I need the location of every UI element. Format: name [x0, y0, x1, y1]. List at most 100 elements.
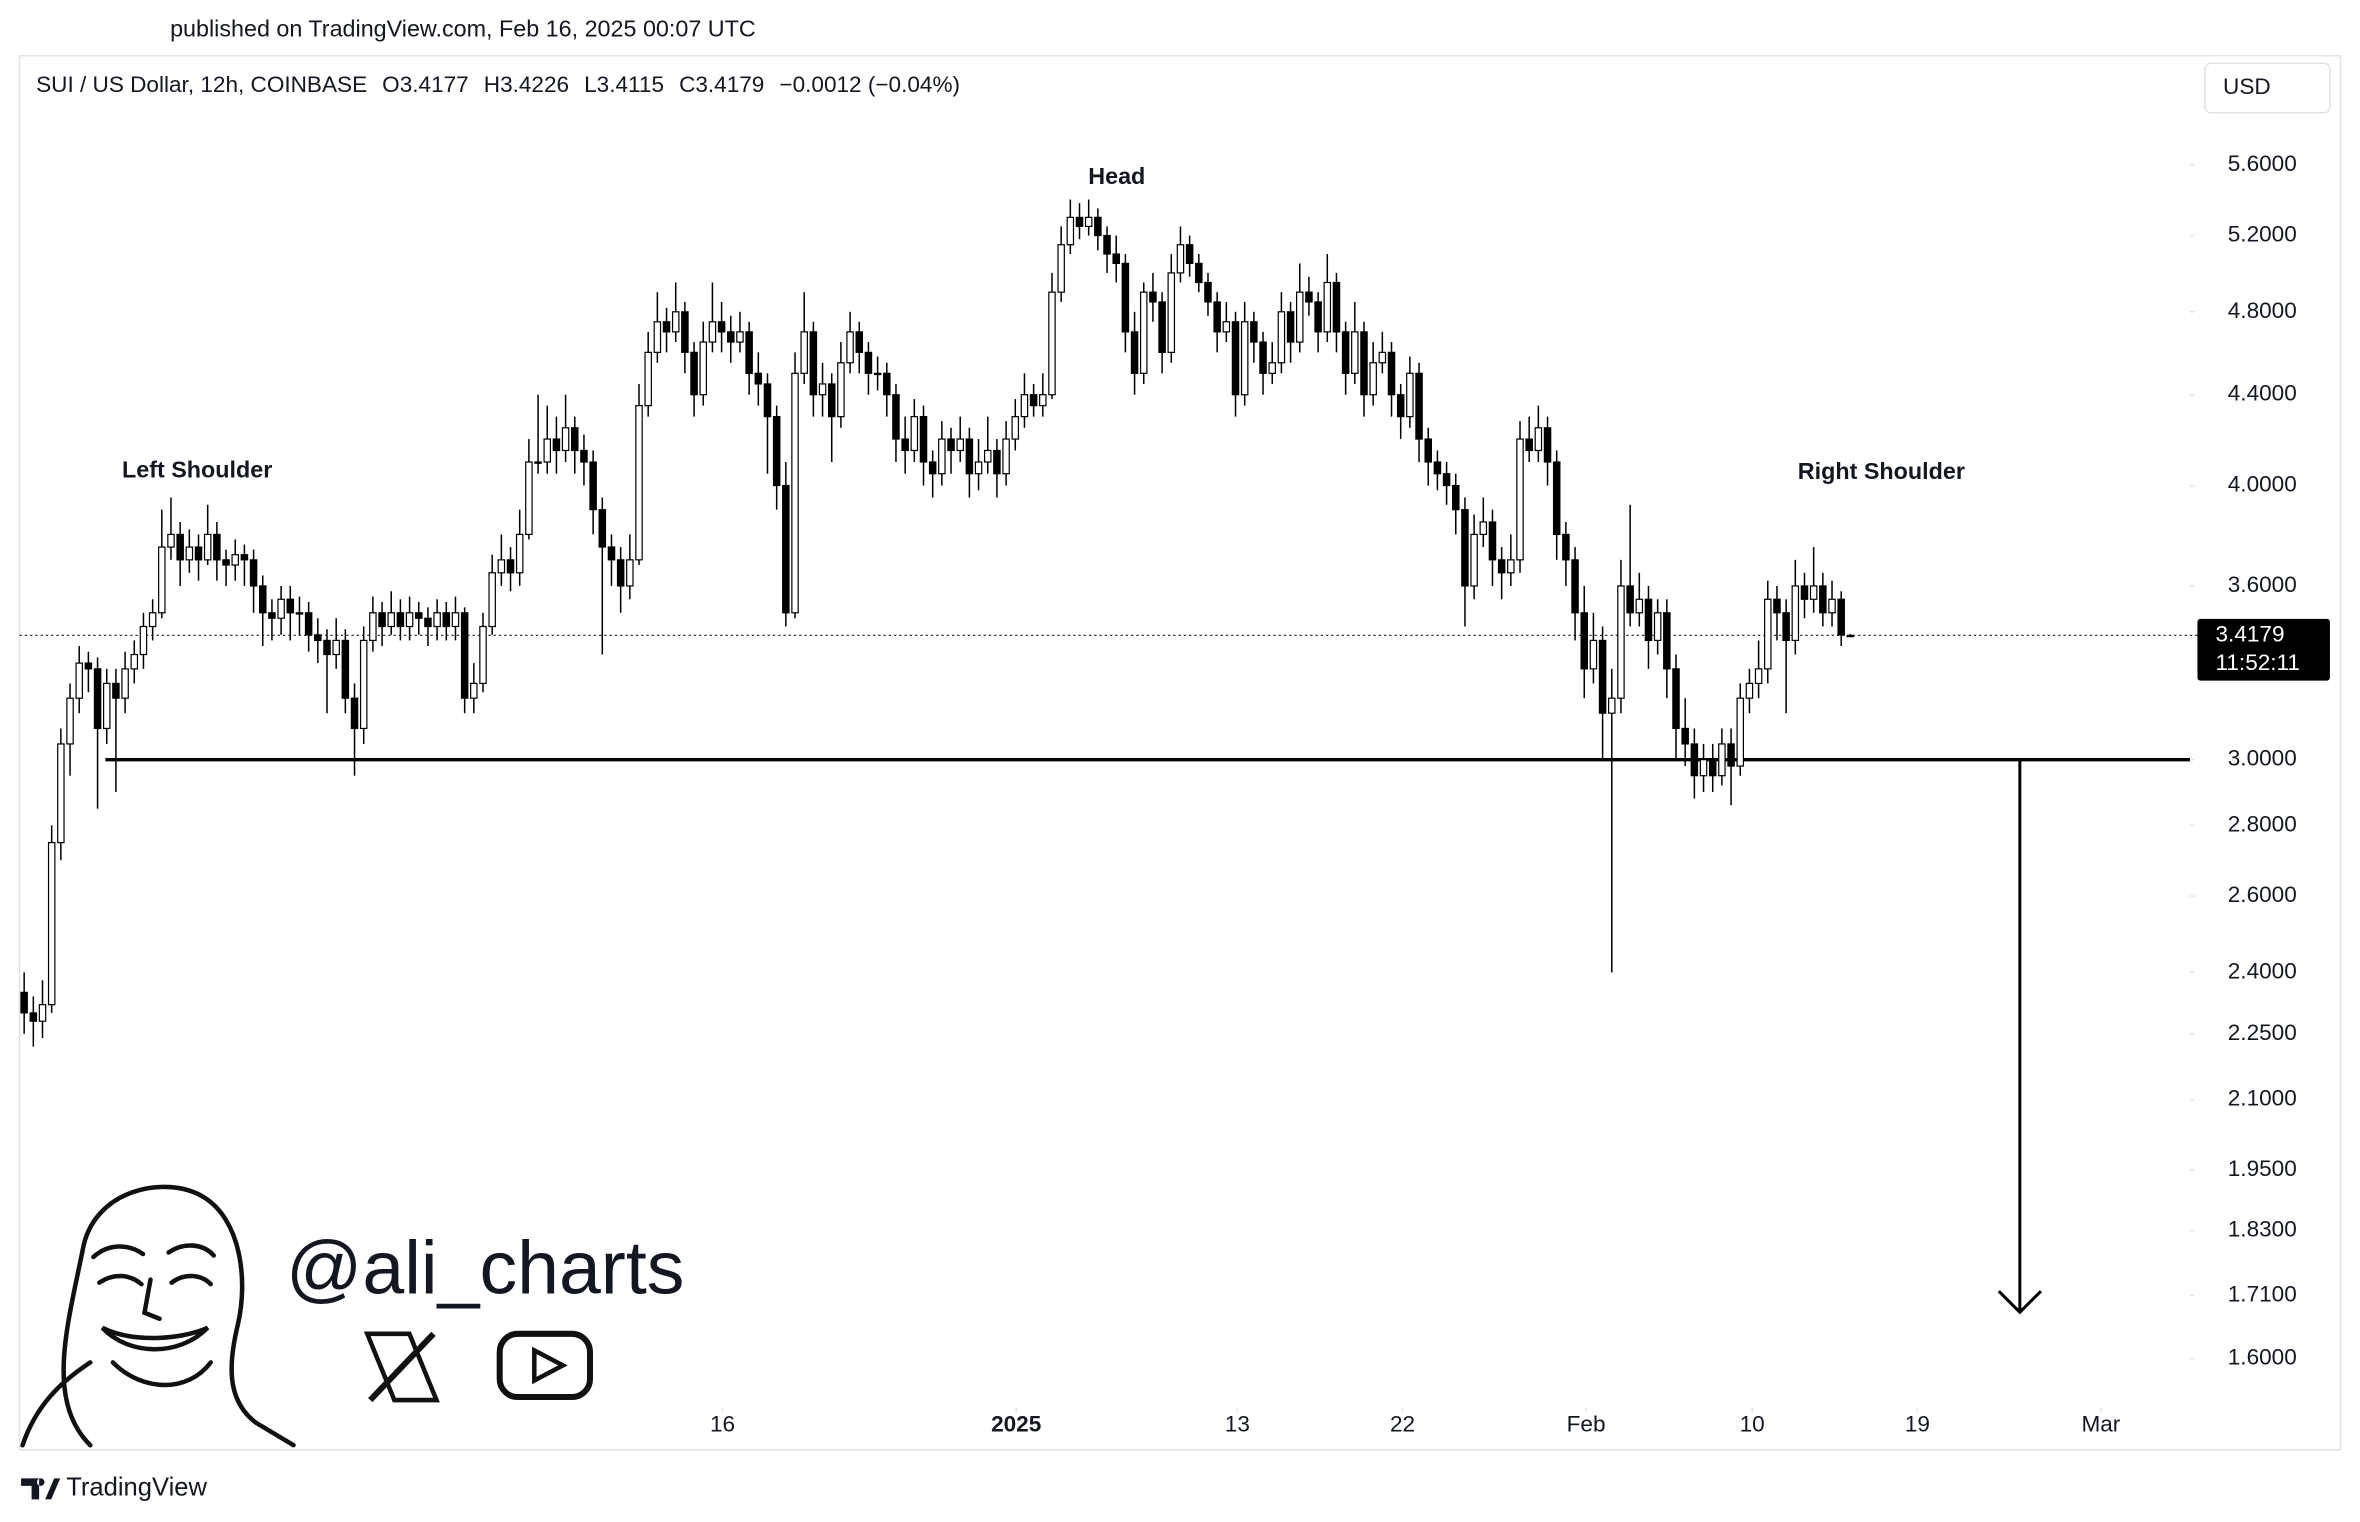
candle-body [1121, 262, 1130, 333]
x-tick-label: Feb [1567, 1412, 1606, 1437]
candle-body [396, 612, 405, 628]
candle-body [928, 461, 937, 475]
candle-body [1158, 301, 1166, 353]
candle-body [1139, 291, 1148, 374]
mouth [100, 1325, 210, 1352]
candle-body [304, 612, 313, 636]
brand-logo [21, 1478, 61, 1500]
candle-body [1378, 351, 1387, 364]
candle-body [1764, 598, 1772, 670]
candle-body [1754, 668, 1763, 685]
candle-body [1369, 362, 1377, 396]
y-tick-label: 3.0000 [2228, 746, 2297, 771]
candle-body [57, 743, 65, 844]
candle-body [782, 484, 790, 614]
candle-body [892, 394, 900, 440]
candle-body [1066, 216, 1075, 246]
youtube-logo [496, 1330, 594, 1401]
candle-body [1727, 743, 1735, 767]
y-tick-label: 2.2500 [2228, 1020, 2297, 1045]
candle-body [1543, 427, 1552, 463]
candle-body [598, 509, 607, 548]
candle-body [286, 598, 295, 614]
y-tick-label: 2.6000 [2228, 882, 2297, 907]
candle-body [1341, 331, 1350, 374]
candle-body [1452, 484, 1460, 511]
candle-body [837, 362, 845, 418]
candle-body [1773, 598, 1781, 614]
candle-body [1552, 461, 1561, 536]
candle-body [635, 405, 643, 561]
x-tick-label: 16 [710, 1412, 735, 1437]
candle-body [1167, 272, 1176, 353]
candle-body [1479, 521, 1488, 536]
candle-body [983, 449, 992, 463]
candle-body [1809, 585, 1818, 600]
y-tick-label: 1.6000 [2228, 1345, 2297, 1370]
candle-body [644, 351, 652, 407]
candle-body [295, 612, 304, 615]
candle-body [1819, 585, 1827, 614]
candle-body [249, 559, 258, 587]
candle-body [1745, 682, 1754, 699]
candle-body [589, 461, 597, 511]
candle-body [1782, 612, 1790, 642]
candle-body [1002, 438, 1010, 475]
candle-body [222, 559, 230, 566]
candle-body [387, 612, 395, 628]
y-tick-label: 1.8300 [2228, 1217, 2297, 1242]
candle-body [1112, 253, 1120, 265]
candle-body [809, 331, 818, 396]
candle-body [1185, 244, 1194, 265]
candle-body [1708, 759, 1717, 777]
candle-body [121, 668, 129, 699]
quote-item: O3.4177 [382, 72, 469, 97]
candle-body [29, 1012, 38, 1022]
currency-label[interactable]: USD [2223, 74, 2271, 99]
y-tick-label: 5.2000 [2228, 221, 2297, 246]
candle-body [1020, 394, 1029, 418]
candle-body [910, 416, 919, 452]
watermark-face [20, 1184, 296, 1448]
candle-body [424, 617, 432, 628]
candle-body [571, 427, 579, 452]
candle-body [1084, 216, 1093, 228]
candle-body [84, 662, 93, 670]
y-tick-label: 2.8000 [2228, 811, 2297, 836]
candle-body [736, 331, 744, 343]
candle-body [607, 546, 616, 561]
candle-body [626, 559, 634, 587]
pattern-annotation: Head [1088, 163, 1145, 189]
countdown-label: 11:52:11 [2216, 650, 2300, 675]
candle-body [561, 427, 570, 452]
candle-body [1360, 331, 1368, 396]
pattern-annotation: Right Shoulder [1798, 458, 1965, 484]
candle-body [827, 383, 836, 418]
currency-button[interactable] [2204, 62, 2331, 114]
candle-body [800, 331, 808, 374]
candle-body [727, 331, 735, 343]
candle-body [1800, 585, 1809, 600]
y-tick-label: 3.6000 [2228, 572, 2297, 597]
candle-body [1525, 438, 1533, 452]
candle-body [919, 416, 928, 463]
candle-body [148, 612, 157, 628]
candle-body [1580, 612, 1589, 670]
candle-body [1286, 311, 1295, 343]
candle-body [1387, 351, 1396, 396]
pattern-annotation: Left Shoulder [122, 456, 272, 482]
candle-body [883, 372, 891, 396]
face-outline [61, 1184, 296, 1448]
candle-body [1534, 427, 1543, 452]
y-tick-label: 4.4000 [2228, 381, 2297, 406]
candle-body [1791, 585, 1800, 642]
candle-body [1039, 394, 1047, 407]
candle-body [1415, 372, 1423, 440]
candle-body [1176, 244, 1185, 274]
candle-body [112, 682, 120, 699]
candle-body [1488, 521, 1497, 561]
candle-body [708, 321, 717, 343]
candle-body [1497, 559, 1506, 574]
candle-body [965, 438, 974, 475]
candle-body [488, 572, 496, 628]
